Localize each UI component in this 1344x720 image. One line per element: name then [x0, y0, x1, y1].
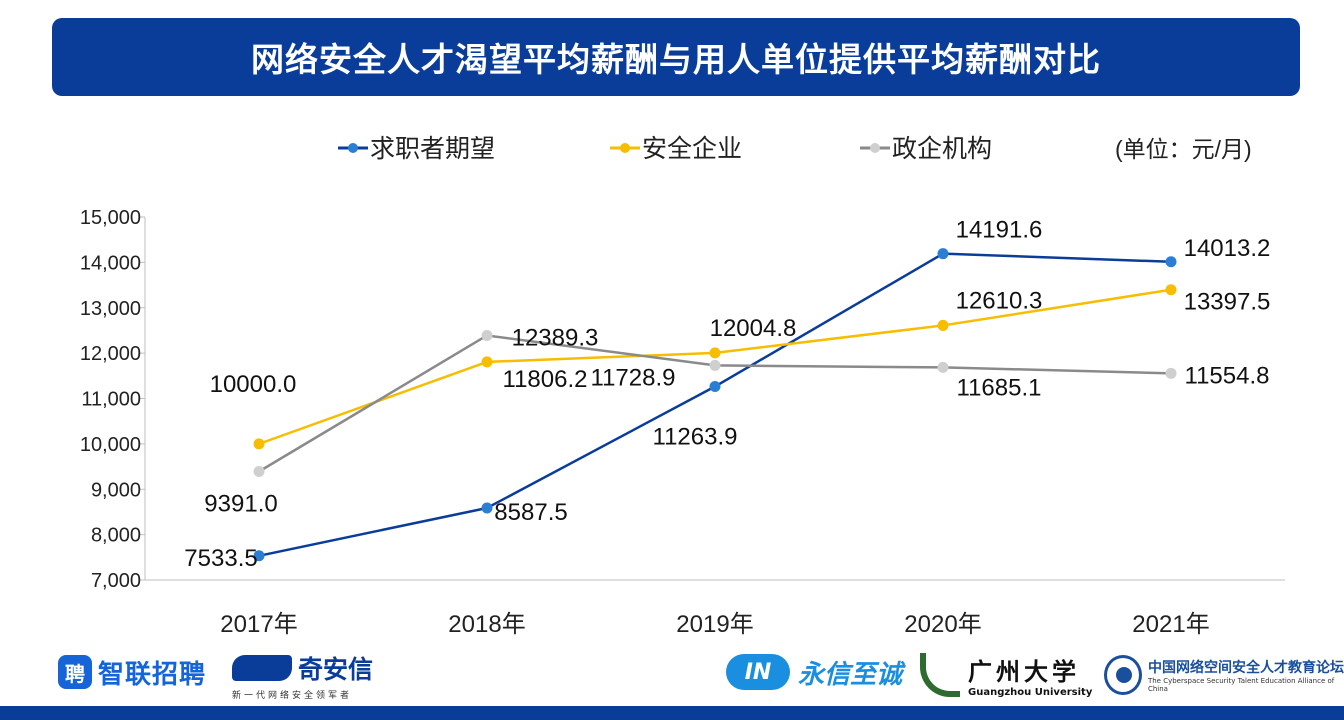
data-point: [481, 502, 493, 514]
gzhu-logo-subtext: Guangzhou University: [968, 687, 1093, 698]
legend-swatch-marker: [348, 143, 358, 153]
x-tick-label: 2017年: [220, 611, 297, 638]
x-tick-label: 2021年: [1132, 611, 1209, 638]
data-label: 14191.6: [956, 217, 1043, 244]
data-label: 8587.5: [494, 499, 567, 526]
data-point: [253, 466, 265, 478]
y-tick-label: 9,000: [91, 479, 141, 501]
gzhu-logo-text: 广州大学: [968, 657, 1080, 686]
yongxin-logo-text: 永信至诚: [798, 659, 903, 690]
zhilian-logo-text: 智联招聘: [98, 659, 207, 690]
y-tick-label: 13,000: [80, 298, 141, 320]
data-label: 11806.2: [503, 366, 588, 393]
data-label: 14013.2: [1184, 235, 1271, 262]
data-label: 12389.3: [512, 324, 599, 351]
y-tick-label: 7,000: [91, 570, 141, 592]
data-point: [481, 329, 493, 341]
data-label: 13397.5: [1184, 289, 1271, 316]
title-bar: 网络安全人才渴望平均薪酬与用人单位提供平均薪酬对比: [52, 18, 1300, 96]
legend-entry: 求职者期望: [370, 135, 495, 163]
y-tick-label: 10,000: [80, 434, 141, 456]
x-tick-label: 2019年: [676, 611, 753, 638]
data-point: [1165, 367, 1177, 379]
unit-note: (单位：元/月): [1115, 136, 1252, 162]
data-point: [709, 347, 721, 359]
zhilian-logo: 聘 智联招聘: [58, 652, 206, 692]
zhilian-badge-icon: 聘: [58, 655, 92, 689]
data-point: [1165, 256, 1177, 268]
data-label: 9391.0: [204, 491, 277, 518]
legend-entry: 政企机构: [892, 135, 992, 163]
data-point: [937, 248, 949, 260]
data-label: 12610.3: [956, 287, 1043, 314]
qianxin-slogan: 新一代网络安全领军者: [232, 691, 353, 701]
legend-swatch-marker: [620, 143, 630, 153]
qianxin-logo-text: 奇安信: [298, 655, 374, 684]
legend-entry: 安全企业: [642, 135, 742, 163]
data-point: [709, 381, 721, 393]
data-label: 11554.8: [1185, 362, 1270, 389]
data-point: [709, 359, 721, 371]
data-label: 10000.0: [210, 371, 297, 398]
data-point: [481, 356, 493, 368]
data-label: 11685.1: [957, 374, 1042, 401]
y-tick-label: 8,000: [91, 525, 141, 547]
data-point: [253, 438, 265, 450]
qianxin-logo: 奇安信 新一代网络安全领军者: [232, 650, 374, 701]
y-tick-label: 11,000: [81, 389, 141, 411]
line-chart: 7,000 8,000 9,000 10,000 11,000 12,000 13,000 1…: [80, 135, 1285, 638]
data-point: [1165, 284, 1177, 296]
y-tick-label: 12,000: [80, 343, 141, 365]
alliance-emblem-icon: [1104, 655, 1142, 695]
data-label: 11728.9: [591, 364, 676, 391]
gzhu-emblem-icon: [920, 653, 960, 697]
x-tick-label: 2018年: [448, 611, 525, 638]
gzhu-logo: 广州大学 Guangzhou University: [920, 650, 1092, 700]
alliance-logo: 中国网络空间安全人才教育论坛 The Cyberspace Security T…: [1104, 650, 1344, 700]
data-label: 7533.5: [184, 545, 257, 572]
alliance-logo-text: 中国网络空间安全人才教育论坛: [1147, 660, 1344, 676]
legend-swatch-marker: [870, 143, 880, 153]
qianxin-mark-icon: [232, 655, 292, 681]
alliance-logo-subtext: The Cyberspace Security Talent Education…: [1147, 677, 1335, 693]
data-point: [937, 319, 949, 331]
y-tick-label: 15,000: [80, 207, 141, 229]
x-tick-label: 2020年: [904, 611, 981, 638]
footer-bar: [0, 706, 1344, 720]
yongxin-badge-icon: IN: [726, 654, 790, 690]
yongxin-logo: IN 永信至诚: [726, 652, 902, 692]
y-tick-label: 14,000: [80, 252, 141, 274]
chart-title: 网络安全人才渴望平均薪酬与用人单位提供平均薪酬对比: [251, 40, 1101, 79]
data-label: 12004.8: [710, 315, 797, 342]
data-label: 11263.9: [653, 424, 738, 451]
data-point: [253, 550, 265, 562]
data-point: [937, 361, 949, 373]
